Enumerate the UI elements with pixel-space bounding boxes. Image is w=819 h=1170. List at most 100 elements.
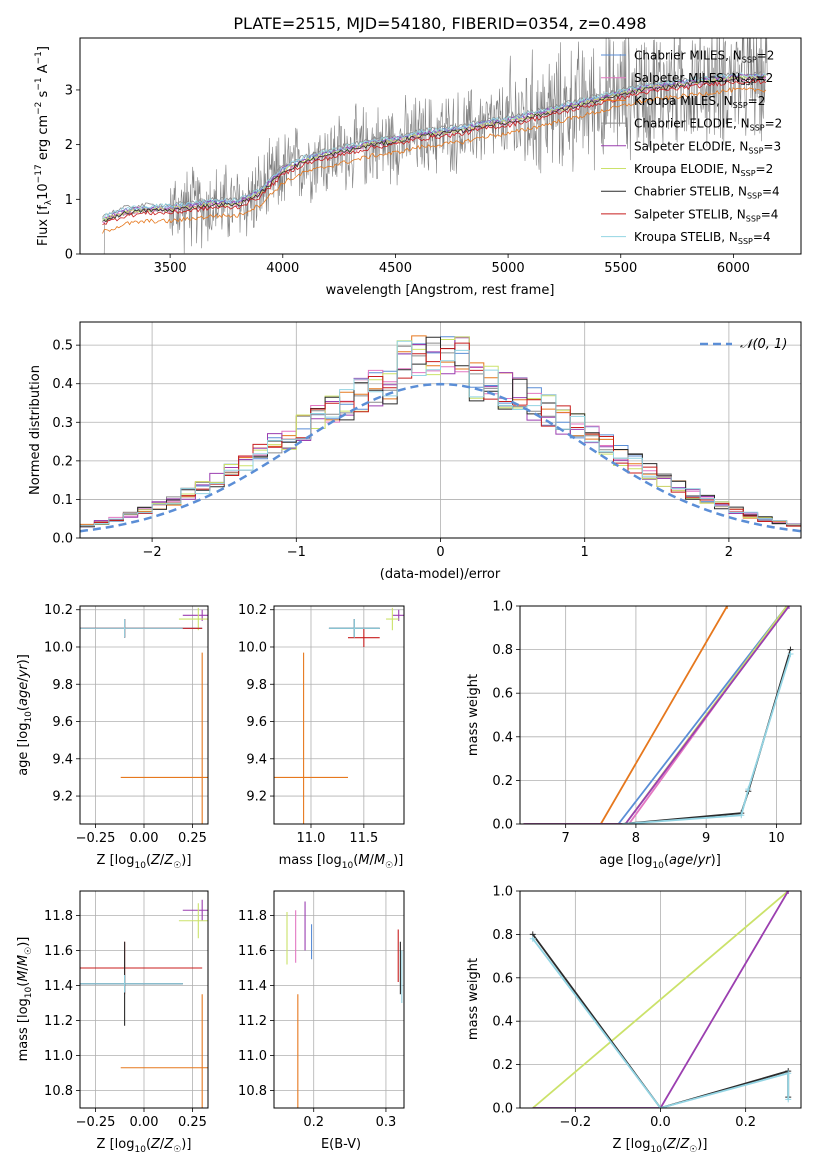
- weight-marker-kroupa_stelib: [529, 935, 536, 942]
- residuals-y-tick-label: 0.4: [52, 377, 73, 392]
- weight-vs-metallicity-y-axis-label: mass weight: [466, 958, 481, 1040]
- weight-marker-salpeter_elodie: [785, 891, 792, 894]
- residuals-x-tick-label: 0: [436, 545, 444, 560]
- age_vs_mass-y-tick-label: 9.2: [246, 790, 267, 805]
- age_vs_mass-y-tick-label: 9.8: [246, 678, 267, 693]
- spectrum-y-tick-label: 0: [65, 248, 73, 263]
- residuals-data: [80, 335, 801, 533]
- age_vs_mass-y-tick-label: 10.2: [238, 603, 267, 618]
- weight-line-kroupa_stelib: [532, 938, 790, 1108]
- age_vs_Z-grid: [80, 606, 208, 824]
- mass_vs_Z-grid: [80, 891, 208, 1108]
- weight_vs_age-x-tick-label: 7: [562, 831, 570, 846]
- weight-marker-kroupa_miles: [724, 606, 731, 609]
- age-vs-metallicity-panel: Z [log10(Z/Z☉)] age [log10(age/yr)] −0.2…: [16, 603, 209, 871]
- weight-vs-age-frame: [519, 605, 802, 825]
- age_vs_mass-y-tick-label: 10.0: [238, 640, 267, 655]
- weight_vs_Z-x-tick-label: −0.2: [560, 1115, 592, 1130]
- weight_vs_Z-y-tick-label: 0.4: [492, 1015, 513, 1030]
- residuals-y-tick-label: 0.0: [52, 532, 73, 547]
- mass_vs_ebv-y-tick-label: 10.8: [238, 1084, 267, 1099]
- spectrum-x-tick-label: 4500: [379, 261, 412, 276]
- mass_vs_Z-y-tick-label: 11.2: [44, 1014, 73, 1029]
- mass_vs_Z-y-tick-label: 11.4: [44, 979, 73, 994]
- residuals-x-tick-label: −1: [287, 545, 306, 560]
- residual-histogram-kroupa_stelib: [80, 340, 801, 527]
- age_vs_Z-y-tick-label: 10.2: [44, 603, 73, 618]
- weight_vs_Z-y-tick-label: 0.2: [492, 1058, 513, 1073]
- spectrum-x-axis-label: wavelength [Angstrom, rest frame]: [326, 283, 555, 298]
- legend-label-salpeter_elodie: Salpeter ELODIE, NSSP=3: [634, 139, 781, 155]
- mass-vs-ebv-frame: [273, 890, 405, 1109]
- age_vs_Z-data: [80, 607, 208, 824]
- age_vs_mass-y-tick-label: 9.6: [246, 715, 267, 730]
- residuals-x-tick-label: 1: [581, 545, 589, 560]
- residuals-y-tick-label: 0.1: [52, 493, 73, 508]
- spectrum-panel: wavelength [Angstrom, rest frame] Flux […: [34, 37, 802, 298]
- mass_vs_ebv-grid: [274, 891, 404, 1108]
- legend-label-salpeter_stelib: Salpeter STELIB, NSSP=4: [634, 207, 778, 223]
- weight-line-kroupa_elodie: [523, 606, 788, 824]
- weight-line-salpeter_elodie: [523, 606, 790, 824]
- age_vs_mass-grid: [274, 606, 404, 824]
- legend-label-chabrier_miles: Chabrier MILES, NSSP=2: [634, 49, 774, 65]
- legend-label-chabrier_stelib: Chabrier STELIB, NSSP=4: [634, 185, 780, 201]
- mass_vs_Z-y-tick-label: 11.6: [44, 944, 73, 959]
- residual-histogram-salpeter_stelib: [80, 342, 801, 527]
- age-vs-mass-panel: mass [log10(M/M☉)] 11.0 11.5 9.2 9.4 9.6 9.8 1…: [238, 603, 405, 871]
- weight-vs-metallicity-x-axis-label: Z [log10(Z/Z☉)]: [613, 1137, 708, 1155]
- weight-marker-kroupa_stelib: [785, 1096, 792, 1103]
- model-spectrum-line-kroupa_miles: [102, 87, 767, 234]
- weight_vs_age-grid: [520, 605, 801, 825]
- residuals-panel: (data-model)/error Normed distribution −…: [28, 321, 802, 582]
- spectrum-x-tick-label: 6000: [717, 261, 750, 276]
- spectrum-legend: Chabrier MILES, NSSP=2 Salpeter MILES, NS…: [601, 49, 782, 246]
- weight_vs_Z-x-tick-label: 0.0: [650, 1115, 671, 1130]
- age_vs_Z-y-tick-label: 9.8: [52, 678, 73, 693]
- mass-vs-ebv-panel: E(B-V) 0.2 0.3 10.8 11.0 11.2 11.4 11.6 11.8: [238, 890, 405, 1152]
- mass_vs_Z-y-tick-label: 10.8: [44, 1084, 73, 1099]
- mass_vs_ebv-y-tick-label: 11.8: [238, 909, 267, 924]
- weight_vs_age-y-tick-label: 0.8: [492, 643, 513, 658]
- age_vs_Z-x-tick-label: 0.25: [178, 831, 207, 846]
- spectrum-x-tick-label: 4000: [266, 261, 299, 276]
- age-vs-mass-x-axis-label: mass [log10(M/M☉)]: [279, 853, 404, 871]
- weight-vs-age-y-axis-label: mass weight: [466, 674, 481, 756]
- weight_vs_age-x-tick-label: 10: [768, 831, 785, 846]
- age_vs_Z-x-tick-label: −0.25: [76, 831, 116, 846]
- residual-histogram-chabrier_stelib: [80, 336, 801, 528]
- residuals-y-tick-label: 0.5: [52, 339, 73, 354]
- spectrum-x-tick-label: 5000: [492, 261, 525, 276]
- mass_vs_ebv-y-tick-label: 11.6: [238, 944, 267, 959]
- residuals-y-tick-label: 0.2: [52, 454, 73, 469]
- weight-marker-kroupa_stelib: [787, 650, 794, 657]
- weight_vs_Z-x-tick-label: 0.2: [735, 1115, 756, 1130]
- mass_vs_ebv-data: [286, 901, 403, 1108]
- mass-vs-ebv-x-axis-label: E(B-V): [321, 1137, 361, 1152]
- normal-distribution-curve: [80, 382, 801, 533]
- age_vs_mass-x-tick-label: 11.0: [297, 831, 326, 846]
- weight_vs_age-y-tick-label: 0.2: [492, 774, 513, 789]
- age_vs_Z-y-tick-label: 9.2: [52, 790, 73, 805]
- mass-vs-metallicity-y-axis-label: mass [log10(M/M☉)]: [16, 937, 34, 1062]
- spectrum-x-tick-label: 3500: [154, 261, 187, 276]
- residuals-y-tick-label: 0.3: [52, 416, 73, 431]
- mass_vs_ebv-x-tick-label: 0.2: [303, 1115, 324, 1130]
- weight-line-kroupa_elodie: [532, 891, 789, 1108]
- weight_vs_Z-y-tick-label: 0.8: [492, 928, 513, 943]
- age_vs_mass-data: [274, 607, 404, 824]
- age-vs-metallicity-y-axis-label: age [log10(age/yr)]: [16, 654, 34, 776]
- mass_vs_ebv-x-tick-label: 0.3: [376, 1115, 397, 1130]
- legend-label-kroupa_elodie: Kroupa ELODIE, NSSP=2: [634, 162, 773, 178]
- mass_vs_ebv-y-tick-label: 11.2: [238, 1014, 267, 1029]
- weight_vs_age-y-tick-label: 1.0: [492, 600, 513, 615]
- legend-label-kroupa_stelib: Kroupa STELIB, NSSP=4: [634, 230, 771, 246]
- model-spectrum-line-salpeter_stelib: [102, 78, 767, 226]
- weight_vs_Z-data: [529, 891, 792, 1108]
- age_vs_Z-x-tick-label: 0.00: [130, 831, 159, 846]
- weight-vs-metallicity-panel: Z [log10(Z/Z☉)] mass weight −0.2 0.0 0.2 0.…: [466, 885, 802, 1155]
- age_vs_Z-y-tick-label: 9.4: [52, 752, 73, 767]
- weight-marker-salpeter_elodie: [786, 606, 793, 609]
- weight-line-salpeter_elodie: [532, 891, 789, 1108]
